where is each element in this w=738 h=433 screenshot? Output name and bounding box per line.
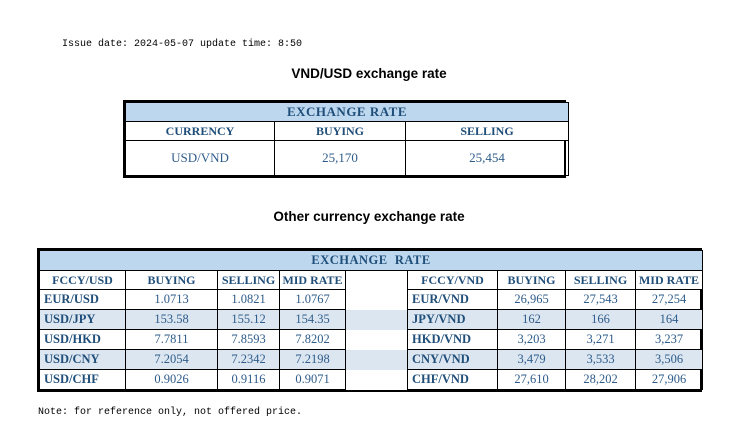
rate-cell: 166 [565,309,636,330]
currency-pair-cell: CNY/VND [407,349,498,370]
table-row: USD/HKD 7.7811 7.8593 7.8202 HKD/VND 3,2… [39,329,704,350]
currency-pair-cell: HKD/VND [407,329,498,350]
rate-cell: 1.0767 [279,289,346,310]
column-header-fccy-vnd: FCCY/VND [407,270,498,290]
rate-cell: 3,506 [634,349,704,370]
column-header-midrate-vnd: MID RATE [634,270,704,290]
table-row: USD/JPY 153.58 155.12 154.35 JPY/VND 162… [39,309,704,330]
column-header-row: FCCY/USD BUYING SELLING MID RATE FCCY/VN… [39,270,704,290]
gap-cell [345,369,408,390]
currency-pair-cell: USD/HKD [39,329,126,350]
currency-pair-cell: USD/JPY [39,309,126,330]
rate-cell: 0.9116 [217,369,280,390]
other-exchange-table: EXCHANGE RATE FCCY/USD BUYING SELLING MI… [37,248,704,392]
column-header-buying: BUYING [274,121,406,141]
rate-cell: 3,237 [634,329,704,350]
rate-cell: 1.0821 [217,289,280,310]
rate-cell: 25,170 [274,140,406,176]
rate-cell: 27,543 [565,289,636,310]
table-header: EXCHANGE RATE [125,102,569,122]
rate-cell: 3,479 [497,349,566,370]
usd-exchange-table: EXCHANGE RATE CURRENCY BUYING SELLING US… [123,100,569,178]
currency-pair-cell: EUR/VND [407,289,498,310]
rate-cell: 27,906 [634,369,704,390]
rate-cell: 7.8202 [279,329,346,350]
rate-cell: 7.7811 [125,329,218,350]
column-header-row: CURRENCY BUYING SELLING [125,121,569,141]
currency-pair-cell: CHF/VND [407,369,498,390]
rate-cell: 154.35 [279,309,346,330]
rate-cell: 155.12 [217,309,280,330]
usd-rate-table: EXCHANGE RATE CURRENCY BUYING SELLING US… [125,102,569,176]
rate-cell: 162 [497,309,566,330]
table-row: USD/VND 25,170 25,454 [125,140,569,176]
rate-cell: 7.2054 [125,349,218,370]
rate-cell: 28,202 [565,369,636,390]
rate-cell: 7.2198 [279,349,346,370]
column-header-selling-usd: SELLING [217,270,280,290]
table-row: EUR/USD 1.0713 1.0821 1.0767 EUR/VND 26,… [39,289,704,310]
table-row: USD/CHF 0.9026 0.9116 0.9071 CHF/VND 27,… [39,369,704,390]
gap-cell [345,309,408,330]
column-header-selling: SELLING [405,121,569,141]
currency-pair-cell: EUR/USD [39,289,126,310]
rate-cell: 3,203 [497,329,566,350]
currency-pair-cell: USD/CHF [39,369,126,390]
rate-cell: 27,610 [497,369,566,390]
currency-pair-cell: USD/VND [125,140,275,176]
rate-cell: 0.9071 [279,369,346,390]
column-header-midrate-usd: MID RATE [279,270,346,290]
table-header-row: EXCHANGE RATE [38,250,704,271]
rate-cell: 3,271 [565,329,636,350]
gap-cell [345,289,408,310]
gap-cell [345,349,408,370]
column-header-buying-vnd: BUYING [497,270,566,290]
rate-cell: 164 [634,309,704,330]
gap-cell [345,270,408,290]
currency-pair-cell: USD/CNY [39,349,126,370]
rate-cell: 0.9026 [125,369,218,390]
column-header-currency: CURRENCY [125,121,275,141]
rate-cell: 7.2342 [217,349,280,370]
rate-cell: 27,254 [634,289,704,310]
column-header-selling-vnd: SELLING [565,270,636,290]
table-row: USD/CNY 7.2054 7.2342 7.2198 CNY/VND 3,4… [39,349,704,370]
gap-cell [345,329,408,350]
rate-cell: 153.58 [125,309,218,330]
issue-date-text: Issue date: 2024-05-07 update time: 8:50 [62,39,303,50]
rate-cell: 25,454 [405,140,569,176]
currency-pair-cell: JPY/VND [407,309,498,330]
table-header: EXCHANGE RATE [38,250,704,271]
note-text: Note: for reference only, not offered pr… [38,407,303,418]
rate-cell: 3,533 [565,349,636,370]
rate-cell: 7.8593 [217,329,280,350]
rate-cell: 26,965 [497,289,566,310]
column-header-fccy-usd: FCCY/USD [39,270,126,290]
rate-cell: 1.0713 [125,289,218,310]
column-header-buying-usd: BUYING [125,270,218,290]
other-rate-table: EXCHANGE RATE FCCY/USD BUYING SELLING MI… [38,250,704,390]
table-header-row: EXCHANGE RATE [125,102,569,122]
other-table-title: Other currency exchange rate [273,209,465,224]
usd-table-title: VND/USD exchange rate [291,66,447,81]
